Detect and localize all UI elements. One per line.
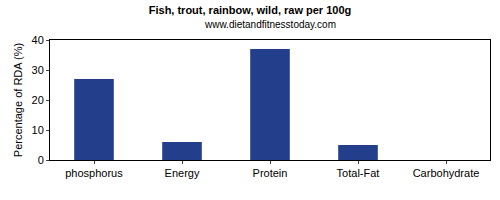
svg-text:30: 30 (32, 64, 44, 76)
svg-text:Percentage of RDA (%): Percentage of RDA (%) (12, 43, 24, 157)
svg-text:Protein: Protein (253, 167, 288, 179)
svg-text:Total-Fat: Total-Fat (337, 167, 380, 179)
svg-text:Energy: Energy (165, 167, 200, 179)
svg-text:10: 10 (32, 124, 44, 136)
svg-text:20: 20 (32, 94, 44, 106)
svg-text:Fish, trout, rainbow, wild, ra: Fish, trout, rainbow, wild, raw per 100g (149, 4, 352, 16)
svg-text:40: 40 (32, 34, 44, 46)
svg-text:Carbohydrate: Carbohydrate (413, 167, 480, 179)
svg-text:0: 0 (38, 154, 44, 166)
svg-text:phosphorus: phosphorus (65, 167, 123, 179)
svg-text:www.dietandfitnesstoday.com: www.dietandfitnesstoday.com (204, 19, 336, 30)
